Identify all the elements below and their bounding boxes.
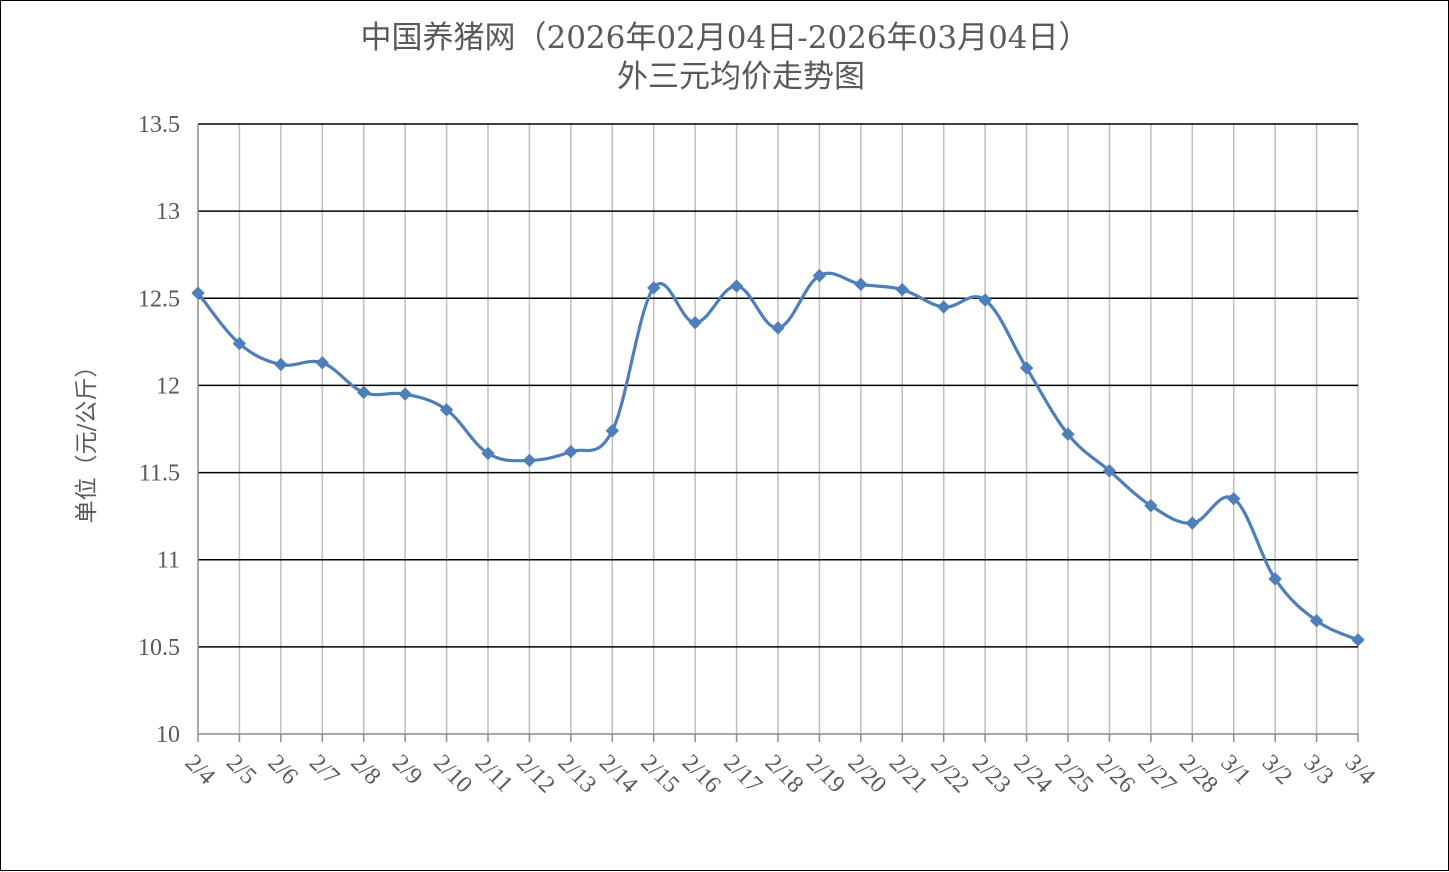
data-point-marker [854,277,868,292]
series [191,268,1365,647]
x-tick-label: 2/12 [511,750,560,799]
x-tick-label: 3/3 [1298,750,1338,790]
x-tick-label: 2/22 [925,750,974,799]
data-point-marker [605,424,619,438]
y-tick-label: 11.5 [139,461,180,487]
data-point-marker [232,336,247,351]
data-point-marker [481,446,495,461]
y-tick-label: 11 [157,548,180,574]
data-point-marker [647,281,661,295]
y-tick-label: 12.5 [138,286,180,312]
y-tick-label: 13 [156,199,180,225]
chart-subtitle: 外三元均价走势图 [617,59,865,95]
data-point-marker [398,387,412,401]
data-point-marker [191,286,205,300]
data-point-marker [1268,572,1282,586]
x-tick-label: 2/6 [263,750,303,790]
x-tick-label: 2/8 [345,750,385,790]
y-axis-label: 单位（元/公斤） [74,355,100,524]
data-point-marker [729,279,744,293]
x-tick-label: 2/25 [1050,750,1099,799]
x-tick-label: 2/21 [884,750,933,799]
x-tick-label: 2/16 [677,750,726,799]
data-point-marker [895,282,909,297]
chart-title: 中国养猪网（2026年02月04日-2026年03月04日） [360,20,1089,56]
x-tick-label: 2/20 [843,750,892,799]
x-tick-label: 2/10 [428,750,477,799]
x-tick-label: 2/7 [304,750,344,790]
data-point-marker [978,293,992,307]
x-tick-label: 2/27 [1133,750,1182,799]
data-point-marker [1185,516,1199,530]
x-tick-label: 3/4 [1340,750,1380,790]
x-tick-label: 2/17 [718,750,767,799]
data-point-marker [1351,633,1365,647]
data-point-marker [315,356,329,370]
data-point-marker [771,321,785,335]
data-point-marker [439,403,454,417]
y-tick-label: 10.5 [138,635,180,661]
y-tick-label: 12 [156,373,180,399]
data-point-marker [1144,498,1158,513]
data-point-marker [357,385,371,400]
y-tick-label: 13.5 [138,112,180,138]
grid [198,123,1359,734]
x-tick-label: 2/13 [553,750,602,799]
x-tick-label: 2/26 [1091,750,1140,799]
x-tick-label: 2/11 [470,750,518,798]
data-point-marker [937,300,951,314]
x-tick-label: 3/1 [1215,750,1255,790]
data-point-marker [274,357,288,372]
data-point-marker [522,453,537,468]
data-point-marker [564,444,578,459]
x-tick-label: 2/14 [594,750,643,799]
x-tick-label: 3/2 [1257,750,1297,790]
x-tick-label: 2/9 [387,750,427,790]
x-tick-label: 2/5 [221,750,261,790]
data-point-marker [688,315,702,330]
x-tick-label: 2/28 [1174,750,1223,799]
data-point-marker [1102,464,1117,478]
data-point-marker [1061,427,1075,441]
x-tick-label: 2/23 [967,750,1016,799]
data-point-marker [1309,614,1324,628]
data-point-marker [1019,361,1034,375]
x-tick-label: 2/15 [635,750,684,799]
data-point-marker [1227,492,1241,506]
data-point-marker [812,268,827,283]
x-tick-label: 2/4 [180,750,220,790]
x-tick-label: 2/18 [760,750,809,799]
x-tick-label: 2/19 [801,750,850,799]
y-tick-label: 10 [156,722,180,748]
x-tick-label: 2/24 [1008,750,1057,799]
